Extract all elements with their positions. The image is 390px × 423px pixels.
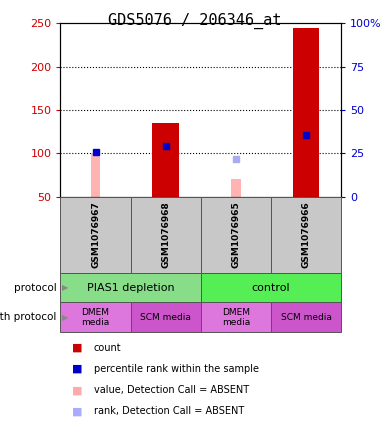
Text: GDS5076 / 206346_at: GDS5076 / 206346_at — [108, 13, 282, 29]
Bar — [271, 197, 341, 273]
Text: GSM1076968: GSM1076968 — [161, 201, 170, 268]
Bar — [91, 154, 100, 197]
Text: ■: ■ — [72, 343, 83, 353]
Text: count: count — [94, 343, 121, 353]
Text: SCM media: SCM media — [140, 313, 191, 322]
Text: ■: ■ — [72, 407, 83, 416]
Text: ▶: ▶ — [62, 313, 69, 322]
Text: SCM media: SCM media — [281, 313, 332, 322]
Text: rank, Detection Call = ABSENT: rank, Detection Call = ABSENT — [94, 407, 244, 416]
Bar — [201, 302, 271, 332]
Text: percentile rank within the sample: percentile rank within the sample — [94, 364, 259, 374]
Text: growth protocol: growth protocol — [0, 312, 57, 322]
Bar — [201, 197, 271, 273]
Text: PIAS1 depletion: PIAS1 depletion — [87, 283, 174, 293]
Bar — [60, 197, 131, 273]
Text: DMEM
media: DMEM media — [222, 308, 250, 327]
Bar — [271, 302, 341, 332]
Text: ▶: ▶ — [62, 283, 69, 292]
Bar — [131, 302, 201, 332]
Bar — [131, 197, 201, 273]
Bar — [293, 27, 319, 197]
Bar — [152, 123, 179, 197]
Text: GSM1076966: GSM1076966 — [301, 201, 311, 268]
Text: protocol: protocol — [14, 283, 57, 293]
Bar — [60, 302, 131, 332]
Text: control: control — [252, 283, 291, 293]
Bar — [231, 179, 241, 197]
Bar — [201, 273, 341, 302]
Text: value, Detection Call = ABSENT: value, Detection Call = ABSENT — [94, 385, 249, 395]
Text: ■: ■ — [72, 385, 83, 395]
Text: GSM1076967: GSM1076967 — [91, 201, 100, 268]
Text: ■: ■ — [72, 364, 83, 374]
Text: GSM1076965: GSM1076965 — [231, 201, 241, 268]
Text: DMEM
media: DMEM media — [82, 308, 110, 327]
Bar — [60, 273, 201, 302]
